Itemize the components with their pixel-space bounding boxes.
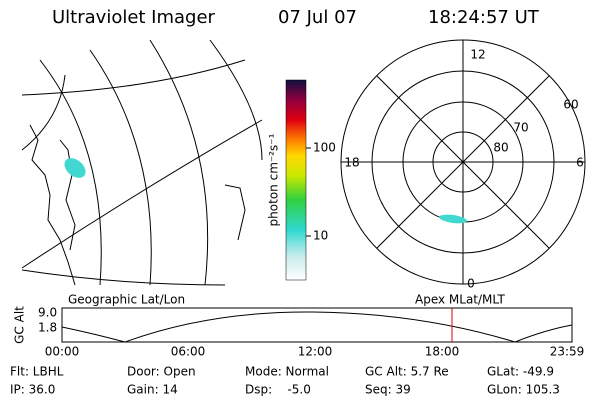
strip-label: Geographic Lat/Lon	[68, 293, 185, 307]
orbit-strip: Geographic Lat/Lon Apex MLat/MLT GC Alt …	[13, 293, 585, 359]
info-field: GLon: 105.3	[487, 383, 560, 397]
info-field: Dsp: -5.0	[245, 383, 311, 397]
colorbar: 100 10 photon cm⁻²s⁻¹	[267, 79, 336, 281]
lat-label: 60	[563, 98, 578, 112]
time-tick: 18:00	[425, 345, 460, 359]
axis-label: GC Alt	[13, 306, 27, 344]
time-tick: 00:00	[45, 345, 80, 359]
mlt-label: 12	[470, 48, 485, 62]
mlt-label: 18	[344, 156, 359, 170]
date: 07 Jul 07	[278, 7, 357, 28]
colorbar-label: photon cm⁻²s⁻¹	[267, 133, 281, 226]
title: Ultraviolet Imager	[52, 7, 216, 28]
info-field: Flt: LBHL	[10, 365, 64, 379]
info-field: Seq: 39	[365, 383, 411, 397]
time-tick: 12:00	[298, 345, 333, 359]
info-field: Mode: Normal	[245, 365, 329, 379]
time: 18:24:57 UT	[428, 7, 540, 28]
info-field: Gain: 14	[127, 383, 178, 397]
info-panel: Flt: LBHL Door: Open Mode: Normal GC Alt: 5…	[10, 365, 560, 397]
time-tick: 23:59	[550, 345, 585, 359]
info-field: IP: 36.0	[10, 383, 55, 397]
time-tick: 06:00	[171, 345, 206, 359]
y-tick-label: 1.8	[38, 321, 57, 335]
colorbar-tick: 100	[313, 141, 336, 155]
info-field: Door: Open	[127, 365, 196, 379]
polar-plot: 12 18 6 0 60 70 80	[340, 39, 586, 291]
lat-label: 70	[513, 121, 528, 135]
lat-label: 80	[493, 141, 508, 155]
geo-map	[21, 39, 263, 286]
info-field: GC Alt: 5.7 Re	[365, 365, 449, 379]
info-field: GLat: -49.9	[487, 365, 554, 379]
colorbar-tick: 10	[313, 229, 328, 243]
mlt-label: 0	[467, 277, 475, 291]
y-tick-label: 9.0	[38, 306, 57, 320]
strip-label: Apex MLat/MLT	[415, 293, 505, 307]
mlt-label: 6	[576, 156, 584, 170]
